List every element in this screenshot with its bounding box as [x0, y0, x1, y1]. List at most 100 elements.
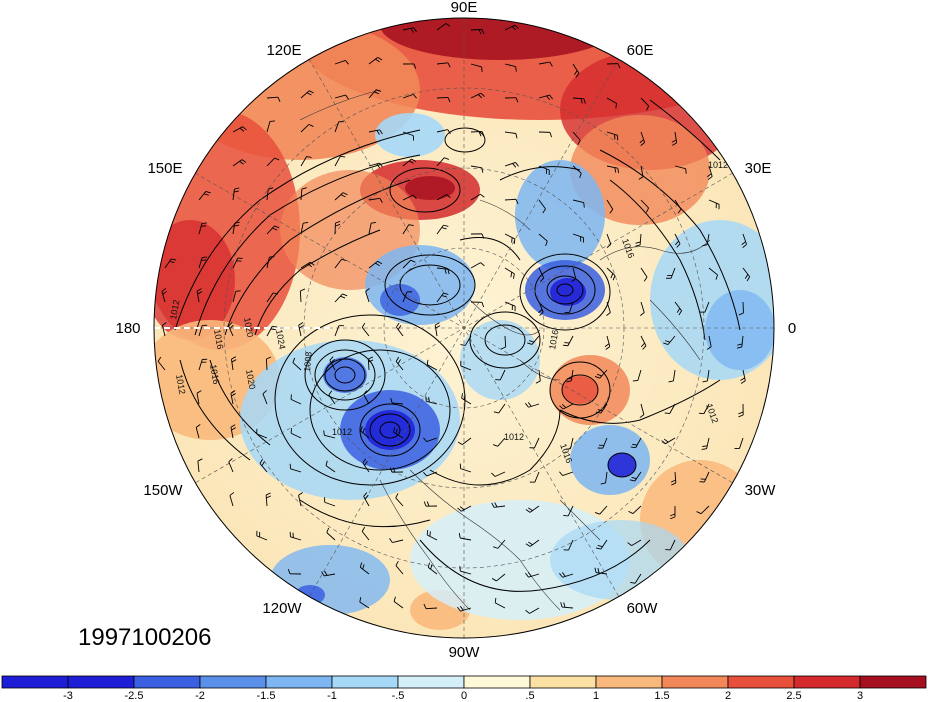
wind-barb — [538, 267, 545, 282]
wind-barb — [334, 220, 341, 235]
date-label: 1997100206 — [78, 624, 211, 651]
wind-barb — [266, 225, 280, 235]
wind-barb — [436, 194, 451, 201]
wind-barb — [461, 393, 472, 405]
wind-barb — [572, 131, 581, 145]
wind-barb — [458, 532, 472, 541]
wind-barb — [368, 197, 383, 203]
wind-barb — [300, 123, 314, 133]
wind-barb — [198, 358, 208, 371]
wind-barb — [595, 403, 608, 414]
wind-barb — [423, 437, 438, 443]
wind-barb — [640, 335, 647, 350]
wind-barb — [670, 505, 676, 520]
wind-barb — [563, 505, 574, 517]
colorbar-tick-label: 2.5 — [786, 690, 801, 702]
wind-barb — [436, 62, 451, 68]
wind-barb — [232, 290, 241, 303]
wind-barb — [230, 390, 236, 405]
wind-barb — [529, 437, 540, 449]
wind-barb — [538, 94, 553, 101]
wind-barb — [606, 233, 612, 248]
wind-barb — [639, 403, 645, 418]
wind-barb — [628, 505, 642, 514]
wind-barb — [423, 501, 438, 507]
wind-barb — [535, 369, 541, 384]
wind-barb — [195, 424, 201, 439]
wind-barb — [630, 437, 642, 449]
wind-barb — [393, 427, 404, 439]
wind-barb — [459, 463, 472, 473]
wind-barb — [266, 325, 278, 337]
wind-barb — [460, 335, 472, 346]
lon-label-90w: 90W — [449, 644, 481, 661]
colorbar-box — [67, 675, 135, 689]
longitude-labels: 90E 120E 60E 150E 30E 180 0 150W 30W 120… — [115, 0, 796, 661]
wind-barb — [494, 597, 506, 609]
wind-barb — [457, 505, 472, 512]
wind-barb — [359, 597, 370, 609]
lon-label-120w: 120W — [262, 600, 302, 617]
wind-barb — [661, 437, 676, 445]
lon-label-120e: 120E — [266, 42, 301, 59]
wind-barb — [262, 390, 268, 405]
wind-barb — [402, 93, 417, 99]
wind-barb — [674, 301, 682, 316]
wind-barb — [663, 335, 676, 345]
wind-barb — [363, 492, 370, 507]
wind-barb — [425, 396, 438, 405]
colorbar-tick-label: -1 — [327, 690, 337, 702]
isobar-label: 1012 — [174, 374, 187, 395]
wind-barb — [363, 390, 370, 405]
wind-barb — [393, 596, 404, 609]
wind-barbs — [157, 23, 751, 614]
wind-barb — [367, 356, 374, 371]
wind-barb — [504, 162, 519, 168]
colorbar-box — [463, 675, 531, 689]
isobar-label: 1024 — [274, 329, 287, 350]
wind-barb — [368, 162, 383, 169]
graticule — [154, 18, 774, 638]
wind-barb — [426, 359, 438, 371]
wind-barb — [256, 428, 268, 439]
wind-barb — [436, 224, 449, 235]
wind-barb — [334, 94, 349, 100]
wind-barb — [606, 97, 618, 109]
wind-barb — [157, 356, 166, 371]
wind-barb — [638, 165, 644, 180]
wind-barb — [504, 131, 518, 139]
wind-barb — [259, 458, 268, 473]
wind-barb — [436, 23, 451, 31]
wind-barb — [491, 471, 506, 477]
colorbar-box — [397, 675, 465, 689]
wind-barb — [395, 356, 404, 371]
wind-barb — [300, 221, 309, 235]
wind-barb — [289, 463, 302, 473]
wind-barb — [232, 221, 240, 235]
wind-barb — [564, 301, 574, 314]
wind-barb — [559, 403, 574, 410]
lon-label-150e: 150E — [147, 160, 182, 177]
wind-barb — [538, 233, 548, 247]
wind-barb — [300, 261, 315, 269]
wind-barb — [740, 369, 746, 384]
wind-barb — [606, 63, 621, 69]
wind-barb — [495, 369, 506, 381]
colorbar-tick-label: .5 — [525, 690, 534, 702]
wind-barb — [500, 335, 507, 350]
wind-barb — [321, 570, 336, 577]
wind-barb — [436, 292, 449, 303]
wind-barb — [228, 322, 234, 337]
isobar-label: 1012 — [332, 427, 352, 437]
colorbar-tick-label: -2 — [195, 690, 205, 702]
wind-barb — [198, 190, 211, 201]
wind-barb — [470, 63, 483, 72]
wind-barb — [504, 198, 519, 204]
wind-barb — [298, 492, 303, 507]
wind-barb — [538, 301, 544, 316]
wind-barb — [493, 539, 506, 549]
wind-barb — [559, 572, 574, 578]
wind-barb — [334, 192, 348, 201]
wind-barb — [504, 63, 517, 72]
